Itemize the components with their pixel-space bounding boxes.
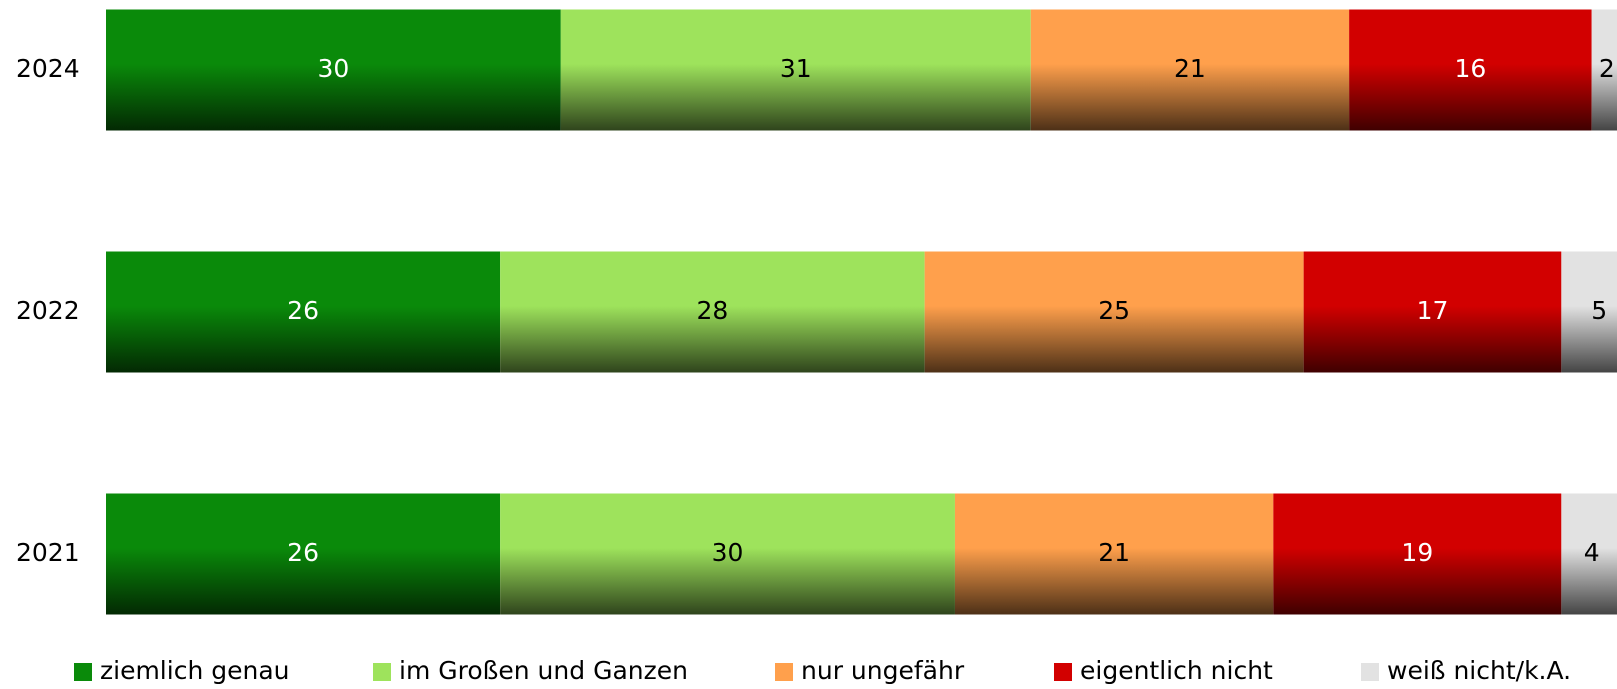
legend-swatch (74, 663, 92, 681)
bar-segment (1561, 251, 1617, 373)
bar-segment (1273, 493, 1562, 615)
data-label: 25 (1098, 296, 1130, 325)
bar-segment (500, 251, 925, 373)
y-tick-label: 2021 (16, 538, 80, 567)
data-label: 30 (712, 538, 744, 567)
bar-segment (954, 493, 1274, 615)
bar-segment (1303, 251, 1562, 373)
legend-swatch (1361, 663, 1379, 681)
legend-label: nur ungefähr (801, 656, 965, 685)
bar-segment (106, 9, 561, 131)
data-label: 31 (780, 54, 812, 83)
bar-segment (560, 9, 1031, 131)
data-label: 30 (317, 54, 349, 83)
y-tick-label: 2022 (16, 296, 80, 325)
legend-label: eigentlich nicht (1080, 656, 1273, 685)
bar-segment (1349, 9, 1592, 131)
bar-segment (924, 251, 1304, 373)
data-label: 17 (1417, 296, 1449, 325)
data-label: 26 (287, 296, 319, 325)
bar-segment (500, 493, 955, 615)
legend-label: weiß nicht/k.A. (1387, 656, 1571, 685)
bar-segment (1561, 493, 1617, 615)
bar-segment (1030, 9, 1350, 131)
legend-swatch (775, 663, 793, 681)
legend-label: ziemlich genau (100, 656, 290, 685)
bar-segment (1591, 9, 1617, 131)
legend-swatch (1054, 663, 1072, 681)
legend-swatch (373, 663, 391, 681)
y-tick-label: 2024 (16, 54, 80, 83)
legend-label: im Großen und Ganzen (399, 656, 688, 685)
bar-segment (106, 251, 501, 373)
data-label: 5 (1591, 296, 1607, 325)
data-label: 16 (1454, 54, 1486, 83)
bar-segment (106, 493, 501, 615)
data-label: 2 (1599, 54, 1615, 83)
data-label: 28 (696, 296, 728, 325)
data-label: 21 (1098, 538, 1130, 567)
data-label: 19 (1401, 538, 1433, 567)
data-label: 26 (287, 538, 319, 567)
data-label: 21 (1174, 54, 1206, 83)
data-label: 4 (1584, 538, 1600, 567)
